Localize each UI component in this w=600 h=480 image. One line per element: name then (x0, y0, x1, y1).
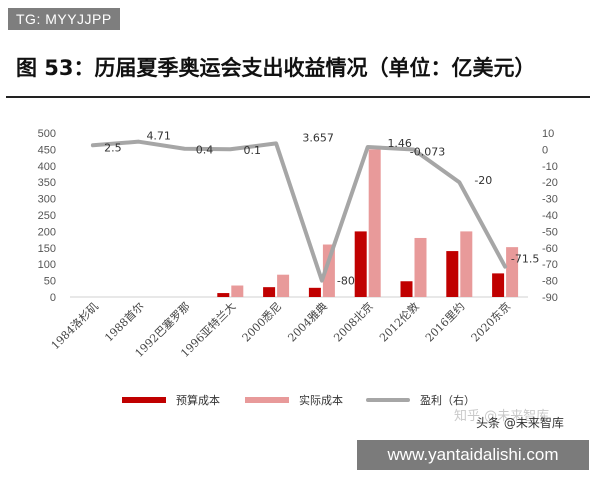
data-label: 2.5 (104, 141, 122, 154)
left-tick-label: 200 (38, 226, 56, 238)
data-label: 0.1 (244, 144, 262, 157)
right-tick-label: -90 (542, 292, 558, 304)
right-tick-label: 0 (542, 144, 548, 156)
right-tick-label: -80 (542, 276, 558, 288)
profit-series (90, 139, 508, 283)
bar-actual (277, 274, 290, 297)
left-tick-label: 250 (38, 210, 56, 222)
bar-budget (308, 287, 321, 297)
data-label: 0.4 (196, 144, 214, 157)
source-tag: TG: MYYJJPP (8, 8, 120, 30)
bar-budget (400, 281, 413, 297)
data-labels: 2.5 4.71 0.4 0.1 3.657 -80 1.46-0.073 -20 -71.5 (104, 130, 539, 288)
data-label: -20 (474, 174, 492, 187)
legend-label-budget: 预算成本 (176, 394, 220, 407)
left-tick-label: 350 (38, 177, 56, 189)
right-tick-label: -10 (542, 161, 558, 173)
legend-swatch-profit (366, 398, 410, 402)
watermark-toutiao: 头条 @未来智库 (476, 416, 564, 430)
right-tick-label: -70 (542, 259, 558, 271)
legend-label-profit: 盈利（右） (420, 394, 475, 407)
left-tick-label: 150 (38, 243, 56, 255)
legend-item-budget: 预算成本 (122, 392, 220, 408)
category-label: 2016里约 (423, 300, 468, 345)
legend-item-actual: 实际成本 (245, 392, 343, 408)
left-tick-label: 0 (50, 292, 56, 304)
profit-line (90, 139, 508, 283)
bars (217, 149, 519, 297)
bar-budget (217, 293, 230, 297)
category-label: 2004雅典 (285, 299, 330, 344)
data-label: -80 (337, 275, 355, 288)
left-tick-label: 450 (38, 144, 56, 156)
category-label: 2020东京 (468, 299, 513, 344)
bar-budget (263, 287, 276, 297)
category-label: 1984洛杉矶 (48, 299, 101, 352)
left-tick-label: 500 (38, 128, 56, 140)
bar-actual (460, 231, 473, 297)
bar-budget (446, 251, 459, 297)
right-tick-label: -30 (542, 194, 558, 206)
data-label: -0.073 (410, 146, 445, 159)
bar-actual (414, 237, 427, 297)
data-label: 3.657 (302, 131, 334, 144)
legend-swatch-actual (245, 397, 289, 403)
legend-swatch-budget (122, 397, 166, 403)
bar-budget (354, 231, 367, 297)
legend-label-actual: 实际成本 (299, 394, 343, 407)
chart-title: 图 53：历届夏季奥运会支出收益情况（单位：亿美元） (16, 56, 536, 80)
category-label: 2012伦敦 (376, 299, 421, 344)
right-tick-label: -50 (542, 226, 558, 238)
left-tick-label: 400 (38, 161, 56, 173)
legend-item-profit: 盈利（右） (366, 392, 475, 408)
data-label: -71.5 (511, 253, 539, 266)
bar-actual (506, 247, 519, 297)
category-label: 2000悉尼 (240, 300, 285, 345)
bar-actual (322, 244, 335, 297)
category-label: 2008北京 (331, 299, 376, 344)
right-tick-label: 10 (542, 128, 554, 140)
data-label: 4.71 (146, 130, 171, 143)
site-url-banner[interactable]: www.yantaidalishi.com (357, 440, 589, 470)
bar-actual (368, 149, 381, 297)
legend: 预算成本 实际成本 盈利（右） (0, 392, 600, 412)
left-tick-label: 100 (38, 259, 56, 271)
left-tick-label: 300 (38, 194, 56, 206)
bar-actual (231, 285, 244, 297)
bar-budget (492, 273, 505, 297)
right-axis: 10 0 -10 -20 -30 -40 -50 -60 -70 -80 -90 (542, 128, 558, 304)
right-tick-label: -60 (542, 243, 558, 255)
right-tick-label: -20 (542, 177, 558, 189)
watermark-zhihu: 知乎 @未来智库 (454, 409, 550, 424)
data-label: 1.46 (387, 137, 412, 150)
left-tick-label: 50 (44, 276, 56, 288)
title-rule (6, 96, 590, 98)
category-label: 1988首尔 (102, 299, 147, 344)
right-tick-label: -40 (542, 210, 558, 222)
